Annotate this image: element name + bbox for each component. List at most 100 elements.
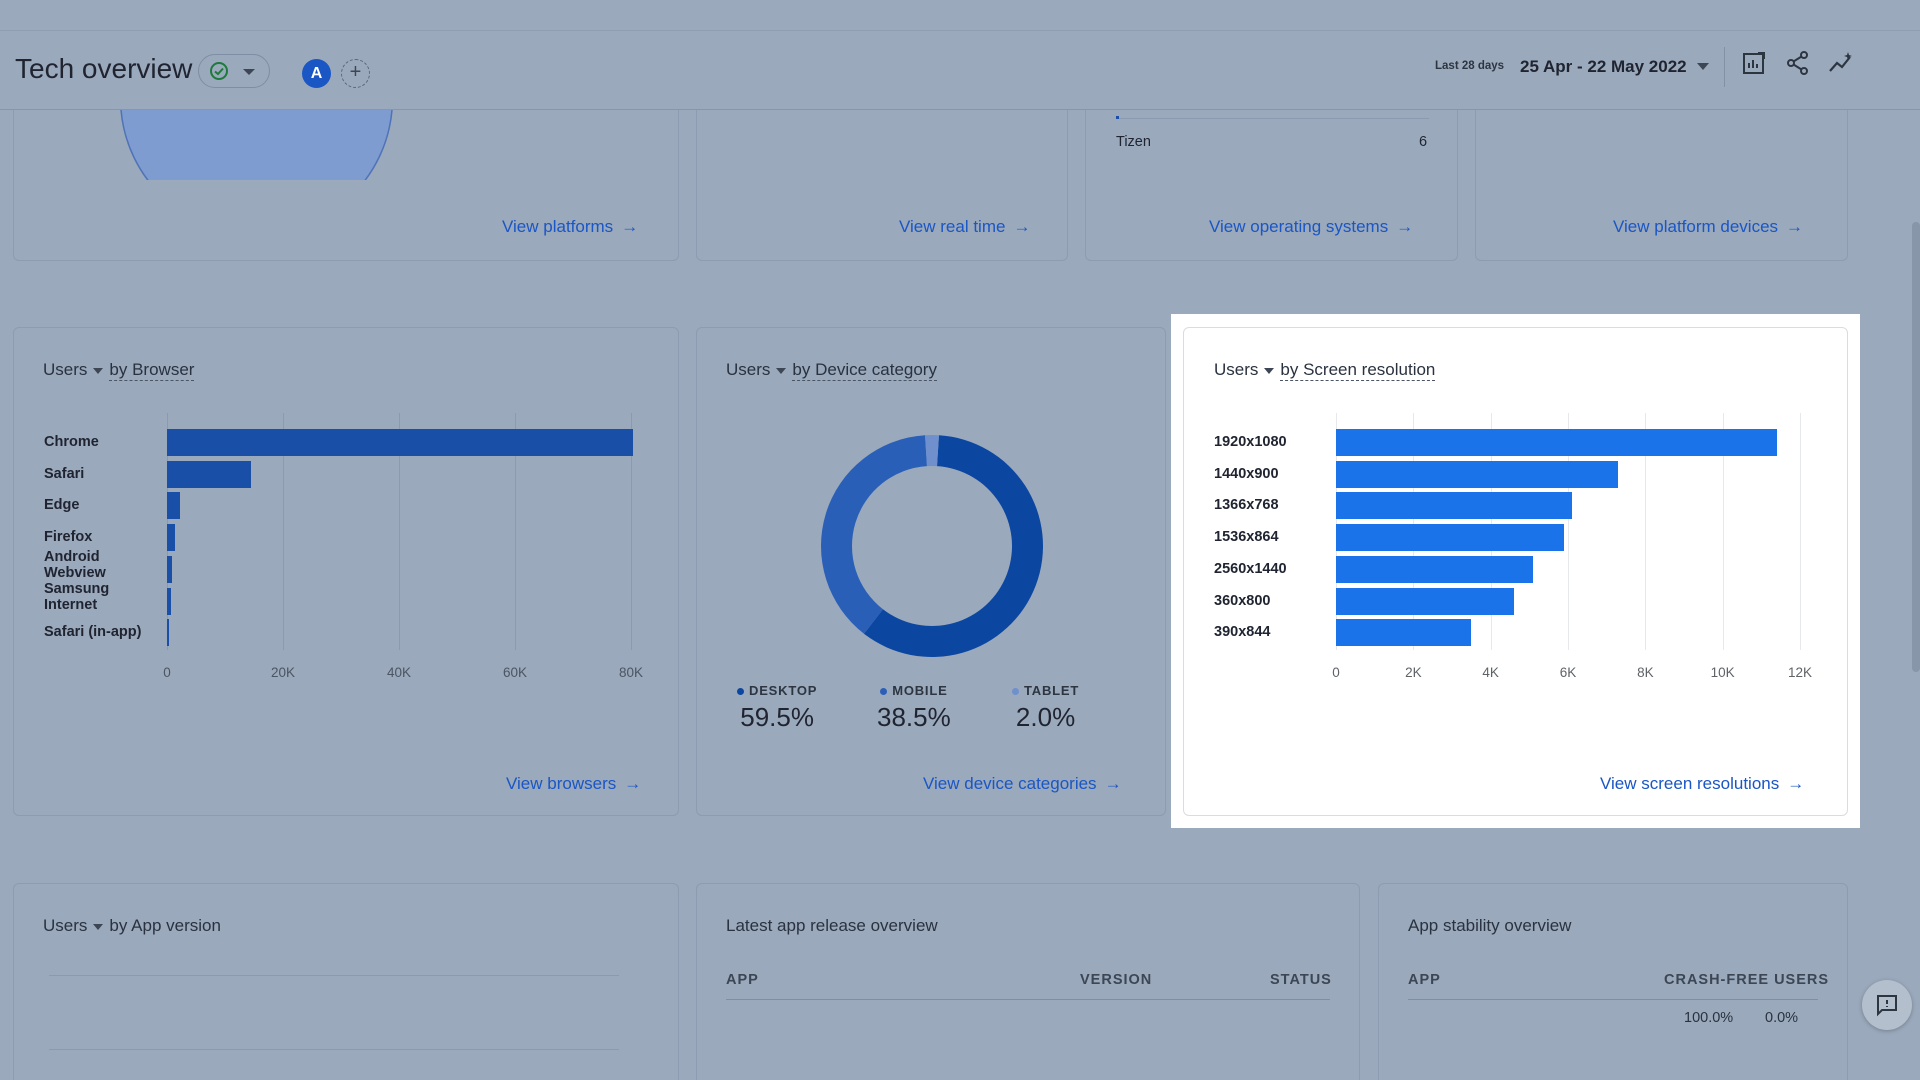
bar[interactable] xyxy=(1336,460,1619,488)
legend-value: 38.5% xyxy=(877,702,951,732)
table-divider xyxy=(726,999,1330,1000)
bar[interactable] xyxy=(167,555,172,583)
chevron-down-icon[interactable] xyxy=(93,367,104,374)
x-tick-label: 10K xyxy=(1710,665,1735,680)
x-tick-label: 6K xyxy=(1559,665,1577,680)
bar[interactable] xyxy=(1336,524,1565,552)
legend-dot xyxy=(880,688,888,696)
metric-selector[interactable]: Users xyxy=(726,360,771,379)
bar[interactable] xyxy=(167,524,175,552)
browser-bar-chart: 0 20K 40K 60K 80K Chrome Safari Edge Firefox Andr… xyxy=(14,328,680,817)
card-header: Users by Screen resolution xyxy=(1214,360,1436,381)
bar[interactable] xyxy=(1336,587,1514,615)
os-row-value: 6 xyxy=(1419,134,1428,150)
divider xyxy=(1724,47,1725,87)
metric-selector[interactable]: Users xyxy=(1214,360,1259,379)
bar[interactable] xyxy=(1336,619,1472,647)
column-header-app: APP xyxy=(726,972,759,988)
top-strip xyxy=(0,0,1920,31)
bar[interactable] xyxy=(167,492,181,520)
device-category-card: Users by Device category DESKTOP 59.5% MOBI… xyxy=(696,327,1166,816)
dimension-label[interactable]: by App version xyxy=(109,916,221,935)
dimension-label[interactable]: by Browser xyxy=(109,360,195,381)
dimension-label[interactable]: by Device category xyxy=(792,360,937,381)
grid-line xyxy=(1568,413,1569,650)
add-comparison-button[interactable]: + xyxy=(341,59,370,88)
grid-line xyxy=(49,975,619,976)
category-label: 1920x1080 xyxy=(1214,434,1287,450)
view-platform-devices-link[interactable]: View platform devices → xyxy=(1613,217,1804,236)
category-label: Internet xyxy=(44,596,98,613)
arrow-right-icon: → xyxy=(1013,217,1031,236)
share-icon[interactable] xyxy=(1784,49,1812,77)
bar[interactable] xyxy=(1336,492,1572,520)
resolution-bar-chart: 0 2K 4K 6K 8K 10K 12K 1920x1080 1440x900 1366x768… xyxy=(1184,328,1849,817)
grid-line xyxy=(399,413,400,650)
legend-dot xyxy=(737,688,744,696)
insights-icon[interactable] xyxy=(1828,49,1856,77)
bar xyxy=(1116,116,1119,119)
donut-slice-mobile[interactable] xyxy=(821,435,927,634)
column-header-status: STATUS xyxy=(1270,972,1332,988)
grid-line xyxy=(631,413,632,650)
arrow-right-icon: → xyxy=(1787,774,1805,793)
app-release-card: Latest app release overview APP VERSION … xyxy=(696,883,1360,1080)
bar[interactable] xyxy=(167,460,252,488)
customize-report-icon[interactable] xyxy=(1740,49,1768,77)
donut-slice-tablet[interactable] xyxy=(925,435,939,467)
view-screen-resolutions-link[interactable]: View screen resolutions → xyxy=(1600,774,1805,793)
arrow-right-icon: → xyxy=(1396,217,1414,236)
legend-dot xyxy=(1012,688,1019,696)
column-header-app: APP xyxy=(1408,972,1441,988)
chevron-down-icon[interactable] xyxy=(93,923,104,930)
category-label: 1536x864 xyxy=(1214,529,1279,546)
view-realtime-link[interactable]: View real time → xyxy=(899,217,1031,236)
category-label: 1366x768 xyxy=(1214,497,1279,514)
x-tick-label: 0 xyxy=(1332,665,1340,680)
bar[interactable] xyxy=(167,619,170,647)
donut-slice-desktop[interactable] xyxy=(863,435,1043,657)
legend-value: 59.5% xyxy=(740,702,814,732)
bar[interactable] xyxy=(1336,429,1777,456)
view-platforms-link[interactable]: View platforms → xyxy=(502,217,639,236)
grid-line xyxy=(283,413,284,650)
legend-label: MOBILE xyxy=(892,683,948,698)
publish-status-dropdown[interactable] xyxy=(198,54,270,88)
scrollbar[interactable] xyxy=(1912,222,1920,672)
dimension-label[interactable]: by Screen resolution xyxy=(1280,360,1436,381)
legend-label: TABLET xyxy=(1024,683,1080,698)
avatar[interactable]: A xyxy=(302,59,331,88)
os-card: Tizen 6 View operating systems → xyxy=(1085,110,1458,261)
x-tick-label: 8K xyxy=(1637,665,1654,680)
bar[interactable] xyxy=(1336,555,1534,583)
metric-selector[interactable]: Users xyxy=(43,916,88,935)
card-title: App stability overview xyxy=(1408,916,1572,935)
platforms-card: View platforms → xyxy=(13,110,679,261)
grid-line xyxy=(49,1049,619,1050)
app-stability-card: App stability overview APP CRASH-FREE US… xyxy=(1378,883,1848,1080)
date-range-picker[interactable]: 25 Apr - 22 May 2022 xyxy=(1520,57,1687,76)
bar[interactable] xyxy=(167,587,172,615)
chevron-down-icon[interactable] xyxy=(776,367,787,374)
legend-item-tablet: TABLET 2.0% xyxy=(1012,683,1079,733)
check-circle-icon xyxy=(210,62,228,80)
metric-selector[interactable]: Users xyxy=(43,360,88,379)
view-browsers-link[interactable]: View browsers → xyxy=(506,774,642,793)
chevron-down-icon xyxy=(243,69,255,75)
view-os-link[interactable]: View operating systems → xyxy=(1209,217,1414,236)
screen-resolution-card: Users by Screen resolution 0 2K 4K 6K 8K 10K 12… xyxy=(1183,327,1848,816)
feedback-button[interactable] xyxy=(1862,980,1912,1030)
bar[interactable] xyxy=(167,429,633,456)
chevron-down-icon[interactable] xyxy=(1697,63,1709,70)
x-tick-label: 2K xyxy=(1405,665,1422,680)
grid-line xyxy=(1800,413,1801,650)
app-version-card: Users by App version xyxy=(13,883,679,1080)
category-label: 360x800 xyxy=(1214,592,1271,609)
view-device-categories-link[interactable]: View device categories → xyxy=(923,774,1122,793)
card-header: Users by Device category xyxy=(726,360,937,381)
x-tick-label: 12K xyxy=(1787,665,1813,680)
category-label: Samsung xyxy=(44,580,110,597)
chevron-down-icon[interactable] xyxy=(1264,367,1275,374)
x-tick-label: 40K xyxy=(386,665,412,680)
crash-free-delta: 0.0% xyxy=(1765,1010,1799,1026)
